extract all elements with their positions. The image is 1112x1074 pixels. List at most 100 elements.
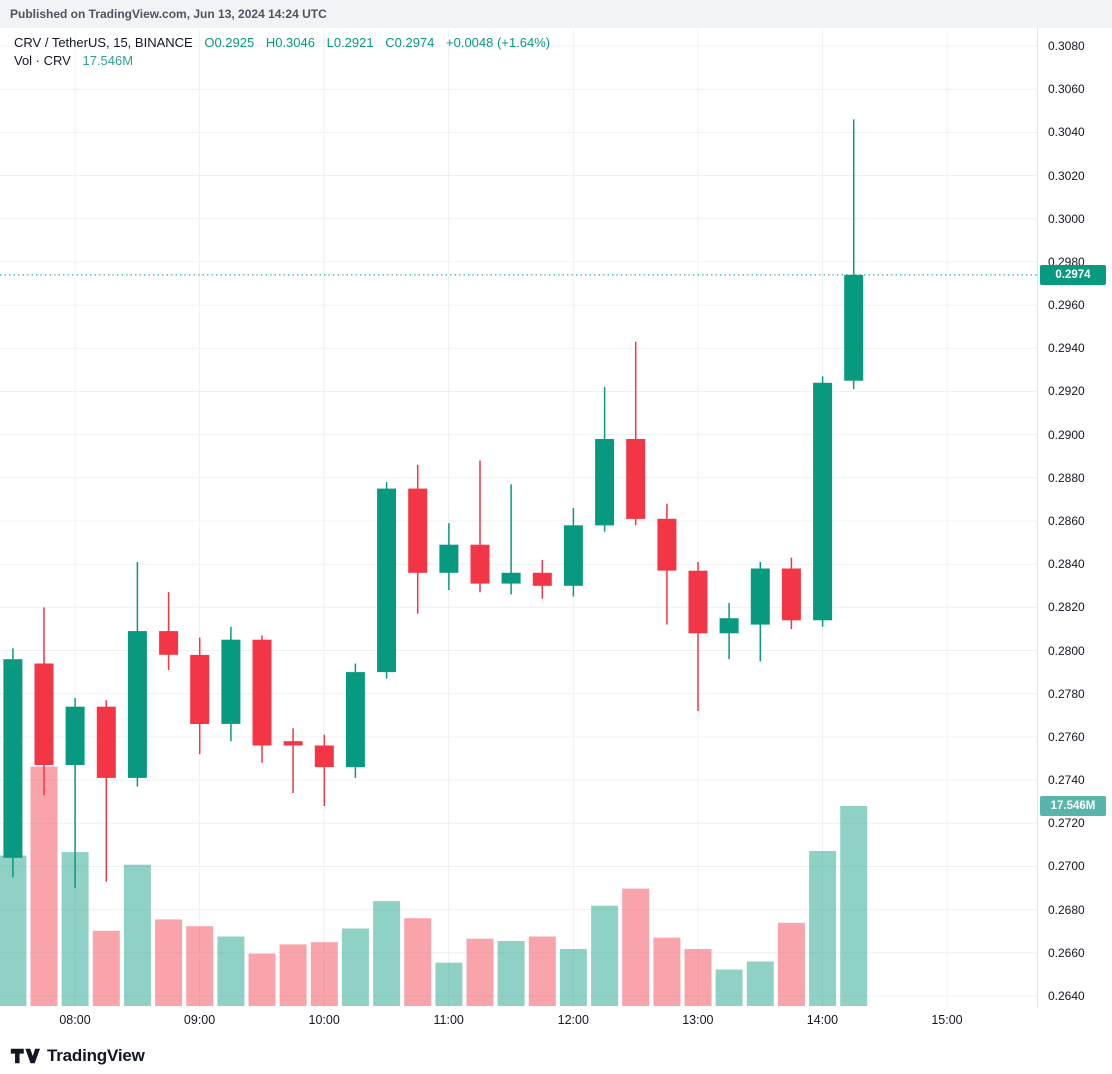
close-value: C0.2974 <box>385 35 435 50</box>
candle-body <box>501 572 521 584</box>
high-value: H0.3046 <box>265 35 315 50</box>
candlestick-series <box>3 119 864 888</box>
volume-bar <box>466 938 494 1006</box>
price-tick-label: 0.2840 <box>1048 557 1085 572</box>
volume-bar <box>746 961 774 1006</box>
grid <box>0 30 1037 1008</box>
volume-bar <box>653 937 681 1006</box>
candle-body <box>626 439 646 519</box>
volume-bar <box>684 949 712 1006</box>
price-tick-label: 0.2640 <box>1048 988 1085 1003</box>
time-tick-label: 08:00 <box>59 1013 91 1027</box>
price-tick-label: 0.2760 <box>1048 729 1085 744</box>
price-tick-label: 0.2720 <box>1048 816 1085 831</box>
price-tick-label: 0.2820 <box>1048 600 1085 615</box>
volume-value: 17.546M <box>82 53 134 68</box>
price-tick-label: 0.2940 <box>1048 341 1085 356</box>
time-tick-label: 14:00 <box>806 1013 839 1027</box>
candle-body <box>65 706 85 765</box>
volume-bar <box>777 922 805 1006</box>
volume-bar <box>123 864 151 1006</box>
time-tick-label: 10:00 <box>308 1013 340 1027</box>
price-tick-label: 0.2900 <box>1048 427 1085 442</box>
brand-name: TradingView <box>47 1046 145 1065</box>
price-tick-label: 0.3040 <box>1048 125 1085 140</box>
low-value: L0.2921 <box>326 35 374 50</box>
symbol-title: CRV / TetherUS, 15, BINANCE <box>14 35 193 50</box>
price-tick-label: 0.2780 <box>1048 686 1085 701</box>
open-value: O0.2925 <box>204 35 255 50</box>
candle-body <box>252 639 272 746</box>
price-tick-label: 0.2800 <box>1048 643 1085 658</box>
candle-body <box>719 618 739 634</box>
candle-body <box>3 659 23 858</box>
time-tick-label: 12:00 <box>557 1013 589 1027</box>
published-text: Published on TradingView.com, Jun 13, 20… <box>10 7 327 21</box>
candle-body <box>813 382 833 621</box>
volume-bar <box>155 919 183 1006</box>
volume-bar <box>0 855 27 1006</box>
volume-bar <box>622 888 650 1006</box>
candle-body <box>314 745 334 768</box>
price-tick-label: 0.2880 <box>1048 470 1085 485</box>
candle-body <box>657 518 677 571</box>
candle-body <box>688 570 708 634</box>
change-value: +0.0048 (+1.64%) <box>446 35 551 50</box>
volume-bar <box>840 806 868 1006</box>
candle-body <box>221 639 241 724</box>
volume-bar <box>30 766 58 1006</box>
volume-bar <box>248 953 276 1006</box>
published-bar: Published on TradingView.com, Jun 13, 20… <box>0 0 1112 28</box>
candle-body <box>345 672 365 768</box>
volume-bar <box>186 926 214 1006</box>
volume-bar <box>497 941 525 1006</box>
volume-bar <box>279 944 307 1006</box>
price-tick-label: 0.2700 <box>1048 859 1085 874</box>
last-price-badge: 0.2974 <box>1040 264 1106 285</box>
candle-body <box>408 488 428 573</box>
tradingview-logo-icon <box>10 1047 40 1065</box>
volume-bar <box>809 851 837 1006</box>
time-tick-label: 13:00 <box>682 1013 714 1027</box>
legend-symbol-row: CRV / TetherUS, 15, BINANCE O0.2925 H0.3… <box>14 34 550 52</box>
volume-bar <box>341 928 369 1006</box>
price-tick-label: 0.2860 <box>1048 513 1085 528</box>
candle-body <box>127 631 147 778</box>
price-tick-label: 0.2920 <box>1048 384 1085 399</box>
volume-bar <box>310 942 338 1006</box>
time-tick-label: 11:00 <box>433 1013 464 1027</box>
candle-body <box>750 568 770 625</box>
legend: CRV / TetherUS, 15, BINANCE O0.2925 H0.3… <box>14 34 550 70</box>
price-tick-label: 0.2740 <box>1048 773 1085 788</box>
time-tick-label: 15:00 <box>931 1013 963 1027</box>
candle-body <box>563 525 583 586</box>
candle-body <box>595 439 615 526</box>
chart-canvas[interactable] <box>0 0 1112 1038</box>
price-tick-label: 0.3000 <box>1048 211 1085 226</box>
volume-badge: 17.546M <box>1040 796 1106 816</box>
volume-bar <box>217 936 245 1006</box>
price-tick-label: 0.2960 <box>1048 298 1085 313</box>
candle-body <box>377 488 397 673</box>
volume-series <box>0 766 868 1006</box>
candle-body <box>283 741 303 746</box>
candle-body <box>532 572 552 586</box>
price-tick-label: 0.3020 <box>1048 168 1085 183</box>
volume-bar <box>92 930 120 1006</box>
volume-bar <box>559 949 587 1006</box>
price-scale[interactable]: 0.3080 0.3060 0.3040 0.3020 0.3000 0.2980 0.29… <box>1037 0 1112 1008</box>
volume-bar <box>373 901 401 1006</box>
volume-title: Vol · CRV <box>14 53 71 68</box>
volume-bar <box>435 962 463 1006</box>
tradingview-logo-link[interactable]: TradingView <box>10 1046 145 1066</box>
candle-body <box>190 654 210 724</box>
footer: TradingView <box>0 1038 1112 1074</box>
volume-bar <box>591 905 619 1006</box>
price-tick-label: 0.2660 <box>1048 945 1085 960</box>
candle-body <box>96 706 116 778</box>
candle-body <box>781 568 801 621</box>
candle-body <box>439 544 459 573</box>
price-tick-label: 0.2680 <box>1048 902 1085 917</box>
time-scale[interactable]: 08:00 09:00 10:00 11:00 12:00 13:00 14:00 15:00 <box>0 1008 1112 1038</box>
